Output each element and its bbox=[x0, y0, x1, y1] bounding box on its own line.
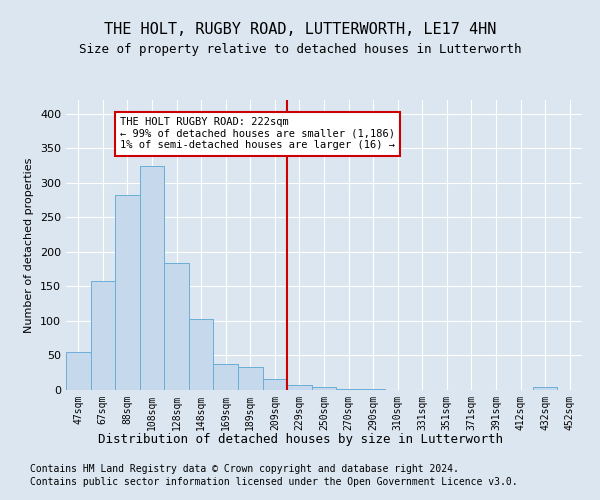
Bar bbox=[66, 352, 91, 390]
Text: Contains public sector information licensed under the Open Government Licence v3: Contains public sector information licen… bbox=[30, 477, 518, 487]
Bar bbox=[312, 387, 336, 390]
Bar bbox=[214, 364, 238, 390]
Bar bbox=[164, 263, 189, 390]
Text: THE HOLT, RUGBY ROAD, LUTTERWORTH, LE17 4HN: THE HOLT, RUGBY ROAD, LUTTERWORTH, LE17 … bbox=[104, 22, 496, 38]
Bar bbox=[287, 385, 312, 390]
Text: Contains HM Land Registry data © Crown copyright and database right 2024.: Contains HM Land Registry data © Crown c… bbox=[30, 464, 459, 474]
Text: THE HOLT RUGBY ROAD: 222sqm
← 99% of detached houses are smaller (1,186)
1% of s: THE HOLT RUGBY ROAD: 222sqm ← 99% of det… bbox=[120, 118, 395, 150]
Bar bbox=[263, 379, 287, 390]
Text: Distribution of detached houses by size in Lutterworth: Distribution of detached houses by size … bbox=[97, 432, 503, 446]
Bar bbox=[115, 194, 140, 390]
Bar bbox=[238, 367, 263, 390]
Bar bbox=[336, 388, 361, 390]
Bar bbox=[140, 166, 164, 390]
Text: Size of property relative to detached houses in Lutterworth: Size of property relative to detached ho… bbox=[79, 42, 521, 56]
Bar bbox=[91, 281, 115, 390]
Bar bbox=[189, 319, 214, 390]
Bar bbox=[533, 387, 557, 390]
Y-axis label: Number of detached properties: Number of detached properties bbox=[25, 158, 34, 332]
